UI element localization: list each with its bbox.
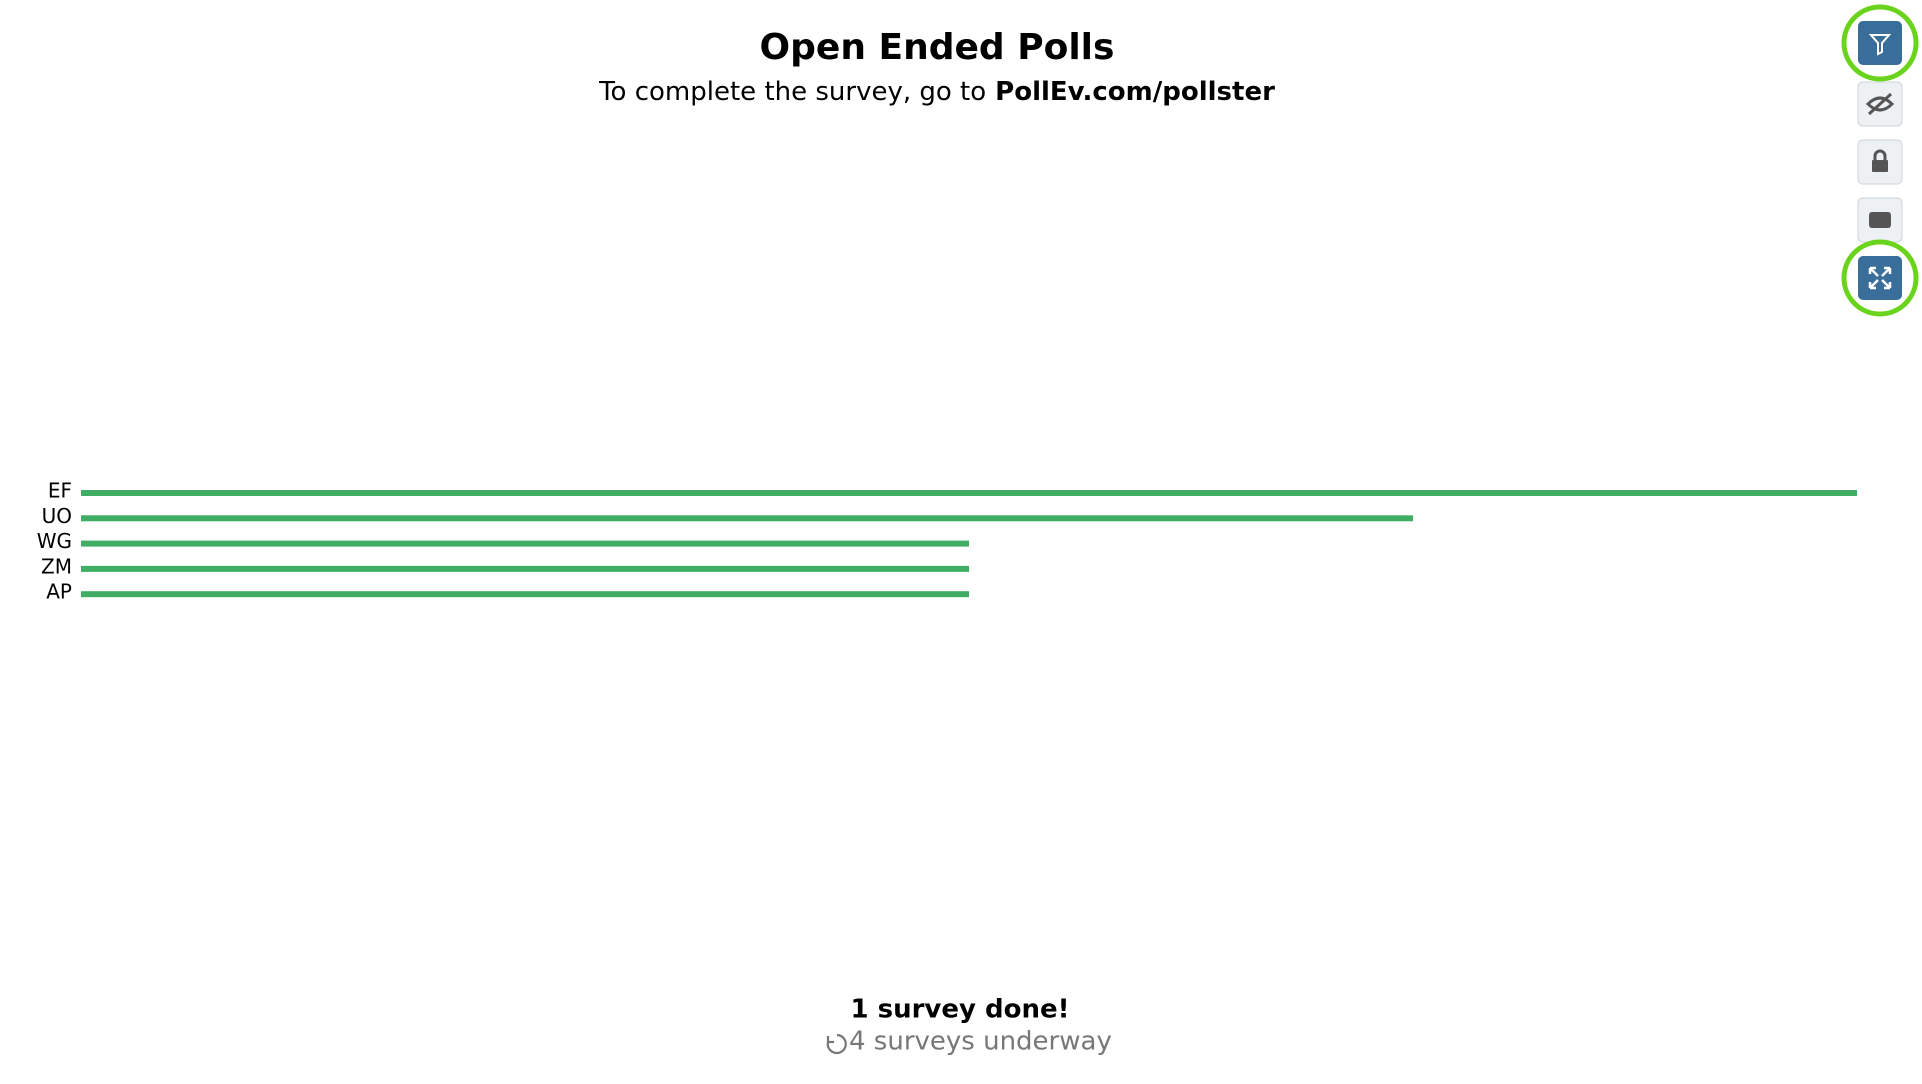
lock-icon <box>1872 160 1888 172</box>
highlight-ring <box>1841 239 1919 317</box>
fullscreen-icon <box>1868 266 1892 290</box>
surveys-done: 1 survey done! <box>850 995 1069 1025</box>
fullscreen-button[interactable] <box>1858 256 1902 300</box>
filter-icon <box>1868 34 1892 56</box>
archive-icon <box>1869 212 1891 228</box>
bar <box>81 490 1857 496</box>
bar <box>81 515 1413 522</box>
subtitle-link: PollEv.com/pollster <box>995 77 1275 107</box>
surveys-underway: 4 surveys underway <box>849 1027 1112 1057</box>
poll-subtitle: To complete the survey, go to PollEv.com/… <box>598 77 1275 107</box>
category-label: WG <box>37 529 72 553</box>
toolbar <box>1841 4 1919 317</box>
refresh-icon <box>826 1033 847 1055</box>
bar <box>81 565 969 572</box>
hide-icon <box>1865 92 1895 116</box>
bar <box>81 540 969 547</box>
bar <box>81 591 969 598</box>
poll-title: Open Ended Polls <box>760 27 1115 68</box>
filter-button[interactable] <box>1858 21 1902 65</box>
highlight-ring <box>1841 4 1919 82</box>
category-label: ZM <box>41 554 72 578</box>
lock-shackle <box>1873 149 1887 160</box>
category-label: EF <box>48 479 72 503</box>
subtitle-text: To complete the survey, go to <box>598 77 986 107</box>
category-label: AP <box>46 580 72 604</box>
category-label: UO <box>42 504 72 528</box>
